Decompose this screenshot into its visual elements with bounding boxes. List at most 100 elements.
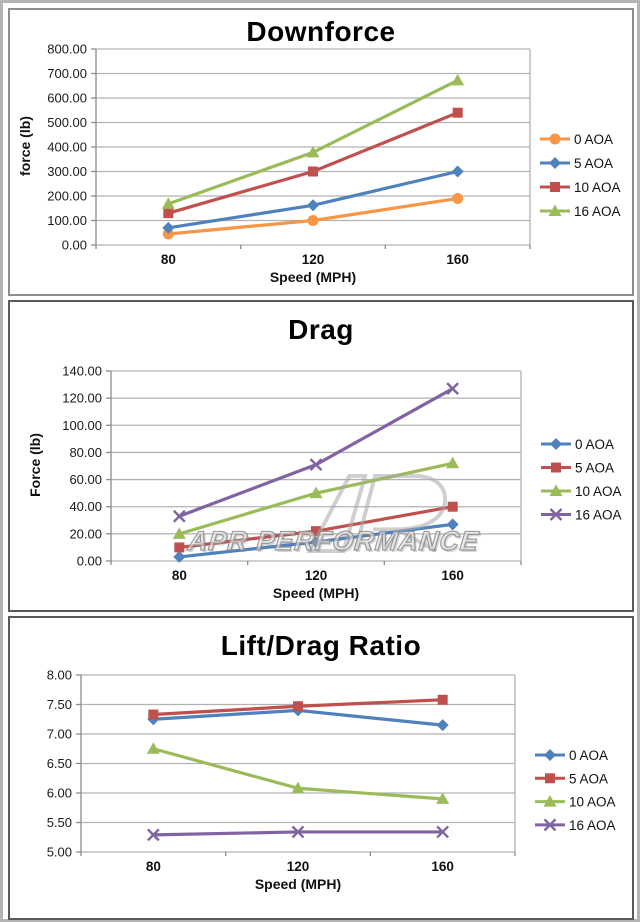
square-marker	[148, 709, 159, 720]
legend-item-5-aoa: 5 AOA	[541, 461, 614, 476]
x-marker	[446, 382, 460, 395]
y-tick-label: 500.00	[47, 115, 87, 130]
downforce-y-axis-title: force (lb)	[17, 116, 33, 176]
diamond-marker	[451, 165, 464, 178]
legend-label: 16 AOA	[575, 508, 622, 523]
legend-label: 10 AOA	[569, 795, 616, 810]
diamond-marker	[310, 536, 322, 548]
legend-item-16-aoa: 16 AOA	[541, 508, 622, 523]
triangle-marker	[172, 527, 186, 539]
legend-label: 16 AOA	[574, 204, 621, 219]
triangle-marker	[291, 781, 305, 794]
legend-item-0-aoa: 0 AOA	[541, 437, 614, 452]
legend-item-16-aoa: 16 AOA	[540, 204, 621, 219]
y-tick-label: 7.00	[47, 727, 72, 742]
category-label: 80	[146, 859, 161, 874]
triangle-marker	[146, 742, 160, 754]
legend-item-0-aoa: 0 AOA	[540, 132, 613, 147]
y-tick-label: 120.00	[62, 391, 102, 406]
y-tick-label: 100.00	[47, 213, 87, 228]
triangle-marker	[436, 792, 450, 804]
category-label: 120	[305, 568, 328, 583]
square-marker	[550, 182, 560, 192]
legend-item-0-aoa: 0 AOA	[535, 748, 608, 763]
legend-item-10-aoa: 10 AOA	[535, 795, 616, 810]
drag-chart-title: Drag	[288, 314, 354, 345]
triangle-marker	[543, 795, 557, 807]
legend-label: 10 AOA	[575, 484, 622, 499]
drag-y-axis-title: Force (lb)	[27, 433, 43, 497]
diamond-marker	[173, 550, 186, 563]
legend-item-10-aoa: 10 AOA	[541, 484, 622, 499]
y-tick-label: 6.50	[47, 756, 72, 771]
circle-marker	[549, 133, 561, 145]
y-tick-label: 5.50	[47, 815, 72, 830]
legend-label: 0 AOA	[574, 132, 613, 147]
legend-item-16-aoa: 16 AOA	[535, 818, 616, 833]
y-tick-label: 7.50	[47, 697, 72, 712]
legend-label: 16 AOA	[569, 818, 616, 833]
y-tick-label: 40.00	[69, 499, 102, 514]
square-marker	[551, 462, 561, 473]
triangle-marker	[161, 197, 175, 209]
legend-label: 5 AOA	[569, 771, 608, 786]
square-marker	[293, 701, 303, 712]
y-tick-label: 200.00	[47, 189, 87, 204]
x-marker	[172, 509, 186, 523]
y-tick-label: 5.00	[47, 845, 72, 860]
diamond-marker	[307, 199, 319, 212]
category-label: 80	[172, 568, 187, 583]
diamond-marker	[162, 221, 175, 234]
lift-drag-ratio-chart-title: Lift/Drag Ratio	[220, 630, 422, 661]
drag-x-axis-title: Speed (MPH)	[272, 585, 360, 601]
x-marker	[436, 825, 450, 839]
category-label: 120	[302, 252, 325, 267]
legend-item-10-aoa: 10 AOA	[540, 180, 621, 195]
y-tick-label: 0.00	[62, 238, 87, 253]
square-marker	[452, 107, 463, 118]
diamond-marker	[446, 518, 459, 531]
series-line-10-aoa	[177, 461, 455, 536]
y-tick-label: 400.00	[47, 140, 87, 155]
square-marker	[545, 773, 555, 784]
square-marker	[311, 526, 321, 537]
triangle-marker	[549, 484, 563, 496]
y-tick-label: 100.00	[62, 418, 102, 433]
category-label: 80	[161, 252, 176, 267]
y-tick-label: 60.00	[69, 472, 102, 487]
legend-label: 10 AOA	[574, 180, 621, 195]
category-label: 160	[441, 568, 464, 583]
x-marker	[549, 508, 563, 521]
downforce-x-axis-title: Speed (MPH)	[269, 269, 357, 285]
legend-label: 5 AOA	[574, 156, 613, 171]
category-label: 160	[431, 859, 454, 874]
drag-chart-panel: Drag 0.00 20.00 40.00 60.00 80.00 100.00 120.0…	[8, 300, 634, 612]
square-marker	[308, 166, 318, 177]
circle-marker	[307, 215, 319, 226]
y-tick-label: 800.00	[47, 42, 87, 57]
downforce-chart-panel: Downforce 0.00 100.00 200.00 300.00 400.00 50…	[8, 8, 634, 296]
category-label: 120	[287, 859, 310, 874]
diamond-marker	[544, 749, 556, 761]
x-marker	[291, 825, 305, 839]
square-marker	[163, 208, 174, 219]
triangle-marker	[306, 145, 320, 158]
legend-label: 5 AOA	[575, 461, 614, 476]
drag-plot: 0.00 20.00 40.00 60.00 80.00 100.00 120.00 140.…	[62, 364, 622, 584]
x-marker	[146, 828, 160, 842]
y-tick-label: 8.00	[47, 668, 72, 683]
triangle-marker	[451, 73, 465, 86]
circle-marker	[162, 228, 174, 240]
y-tick-label: 6.00	[47, 786, 72, 801]
x-marker	[543, 818, 557, 832]
diamond-marker	[549, 157, 561, 169]
y-tick-label: 700.00	[47, 66, 87, 81]
y-tick-label: 140.00	[62, 364, 102, 379]
diamond-marker	[436, 719, 449, 732]
x-marker	[309, 458, 323, 471]
legend-item-5-aoa: 5 AOA	[540, 156, 613, 171]
lift-drag-ratio-x-axis-title: Speed (MPH)	[254, 876, 342, 892]
y-tick-label: 80.00	[69, 445, 102, 460]
triangle-marker	[446, 456, 460, 469]
downforce-plot: 0.00 100.00 200.00 300.00 400.00 500.00 600.00…	[47, 42, 621, 268]
